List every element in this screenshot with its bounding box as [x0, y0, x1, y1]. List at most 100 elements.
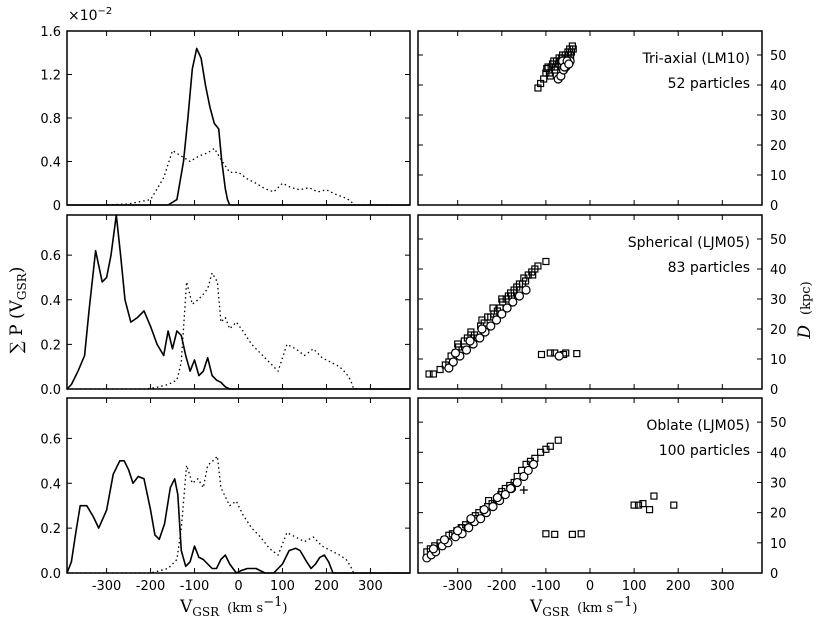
circle-point: [508, 297, 518, 307]
panel-top-right: 0 10 20 30 40 50 Tri-axial (LM10) 52 particles: [417, 30, 787, 214]
circle-point: [519, 471, 529, 482]
square-point: [554, 436, 562, 444]
circle-point: [500, 489, 510, 500]
square-point: [520, 274, 528, 282]
panel-annotation-count: 100 particles: [659, 443, 750, 459]
x-tick-label: 200: [314, 579, 339, 594]
y-tick-label: 50: [770, 416, 787, 431]
panel-annotation-title: Oblate (LJM05): [646, 418, 750, 434]
y-tick-label: 0.2: [40, 338, 61, 353]
circle-point: [475, 333, 485, 343]
y-tick-label: 10: [770, 353, 787, 368]
y-tick-label: 40: [770, 263, 787, 278]
y-tick-label: 40: [770, 79, 787, 94]
scale-note: ×10−2: [68, 6, 112, 24]
circle-point: [448, 357, 458, 367]
x-tick-label: 200: [666, 579, 691, 594]
panel-bot-right: -300 -200 -100 0 100 200 300 0 10 20 30 40 50 Oblate …: [417, 397, 787, 594]
circle-point: [521, 285, 531, 295]
dotted-series-line: [67, 147, 410, 206]
square-point: [484, 496, 493, 505]
square-point: [429, 370, 438, 378]
square-point: [634, 501, 643, 509]
square-point: [478, 316, 486, 324]
circle-point: [444, 363, 454, 373]
panel-bot-left: -300 -200 -100 0 100 200 300 0.0 0.2 0.4 0.6: [40, 397, 411, 594]
y-tick-label: 30: [770, 293, 787, 308]
square-point: [498, 295, 506, 303]
square-point: [546, 442, 554, 450]
y-tick-label: 0.6: [40, 249, 61, 264]
x-tick-label: -200: [136, 579, 166, 594]
panel-mid-left: 0.0 0.2 0.4 0.6: [40, 214, 411, 398]
svg-text:∑ P (VGSR): ∑ P (VGSR): [7, 267, 29, 354]
circle-point: [497, 309, 507, 319]
square-point: [425, 370, 433, 378]
solid-series-line: [66, 459, 410, 574]
circle-point: [464, 523, 474, 533]
square-point: [573, 350, 581, 358]
square-point: [546, 349, 554, 357]
circle-point: [428, 544, 439, 554]
square-point: [639, 500, 647, 508]
square-point: [546, 72, 554, 80]
square-point: [467, 328, 475, 336]
circle-point: [488, 502, 498, 512]
x-tick-label: 300: [710, 579, 735, 594]
y-tick-label: 20: [770, 507, 787, 522]
panel-annotation-title: Tri-axial (LM10): [642, 51, 750, 67]
circle-point: [466, 514, 476, 524]
solid-series-line: [66, 214, 410, 390]
panel-top-left: 0 0.4 0.8 1.2 1.6: [40, 25, 411, 214]
square-point: [551, 530, 559, 538]
circle-point: [554, 351, 564, 361]
y-tick-label: 20: [770, 323, 787, 338]
circle-point: [453, 526, 463, 536]
y-tick-label: 50: [770, 49, 787, 64]
square-point: [645, 506, 654, 514]
panel-mid-right: 0 10 20 30 40 50 Spherical (LJM05) 83 particles: [417, 214, 787, 398]
y-tick-label: 40: [770, 446, 787, 461]
axes-frame: [66, 30, 411, 206]
square-point: [507, 289, 515, 297]
dotted-series-line: [67, 272, 410, 390]
square-point: [454, 340, 462, 348]
y-tick-label: 0.0: [40, 567, 61, 582]
left-ylabel: ∑ P (VGSR): [7, 267, 29, 354]
circle-point: [461, 345, 472, 355]
svg-text:D(kpc): D(kpc): [795, 281, 815, 339]
square-point: [436, 365, 444, 374]
square-point: [537, 350, 546, 359]
square-point: [529, 271, 537, 279]
y-tick-label: 30: [770, 109, 787, 124]
circle-point: [492, 492, 502, 503]
circle-point: [512, 477, 522, 488]
y-tick-label: 0: [770, 567, 778, 582]
circle-point: [564, 59, 574, 69]
y-tick-label: 0.4: [40, 156, 61, 171]
y-tick-label: 0.8: [40, 112, 61, 127]
square-point: [544, 63, 552, 71]
y-tick-label: 1.6: [40, 25, 61, 40]
x-tick-label: 300: [358, 579, 383, 594]
circle-point: [502, 303, 512, 313]
y-tick-label: 10: [770, 169, 787, 184]
y-tick-label: 0.2: [40, 522, 61, 537]
square-point: [562, 349, 570, 357]
xlabel-right: VGSR (km s−1): [529, 595, 637, 619]
y-tick-label: 0.0: [40, 383, 61, 398]
square-point: [630, 501, 638, 509]
plus-point: [519, 486, 528, 495]
x-tick-label: -100: [531, 579, 561, 594]
solid-series-line: [67, 47, 410, 206]
axes-frame: [66, 397, 411, 574]
y-tick-label: 20: [770, 139, 787, 154]
circle-point: [439, 535, 450, 545]
x-tick-label: 100: [270, 579, 295, 594]
square-point: [650, 492, 658, 500]
square-point: [568, 530, 576, 538]
y-tick-label: 0: [770, 383, 778, 398]
circle-point: [514, 291, 525, 301]
panel-annotation-count: 83 particles: [668, 260, 750, 276]
